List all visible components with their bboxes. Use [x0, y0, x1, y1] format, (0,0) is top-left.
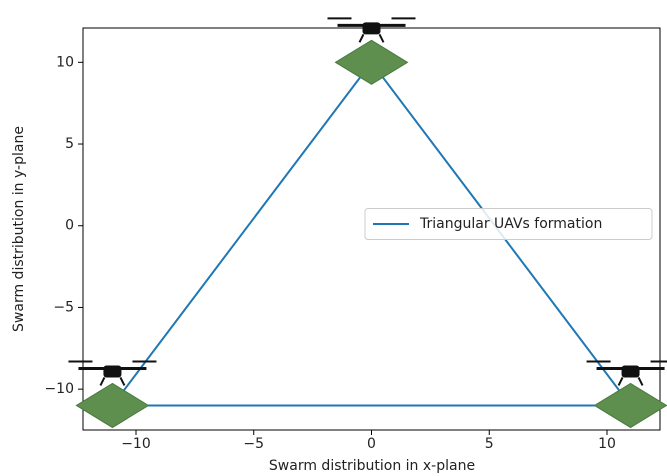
ground-tile — [593, 382, 667, 429]
x-tick-label: 5 — [485, 436, 494, 452]
x-tick-label: 0 — [367, 436, 376, 452]
drone-icon — [327, 17, 416, 85]
y-tick-label: 5 — [65, 136, 74, 152]
drone-leg — [358, 33, 365, 43]
legend-label: Triangular UAVs formation — [419, 216, 602, 232]
drone-leg — [617, 377, 624, 386]
y-tick-label: 0 — [65, 218, 74, 234]
y-tick-label: 10 — [56, 54, 74, 70]
drone-icon — [586, 360, 667, 429]
y-tick-label: −5 — [53, 299, 74, 315]
y-tick-label: −10 — [44, 381, 74, 397]
x-tick-label: −5 — [243, 436, 264, 452]
drone-leg — [99, 377, 106, 386]
ground-tile — [334, 39, 409, 85]
drone-leg — [637, 377, 644, 386]
x-tick-label: 10 — [598, 436, 616, 452]
x-axis-label: Swarm distribution in x-plane — [269, 458, 475, 474]
ground-tile — [75, 382, 150, 429]
drone-leg — [119, 377, 126, 386]
x-tick-label: −10 — [121, 436, 151, 452]
y-axis-label: Swarm distribution in y-plane — [11, 126, 27, 332]
legend-box — [364, 208, 653, 240]
drone-leg — [378, 33, 385, 43]
drone-icon — [68, 360, 157, 429]
